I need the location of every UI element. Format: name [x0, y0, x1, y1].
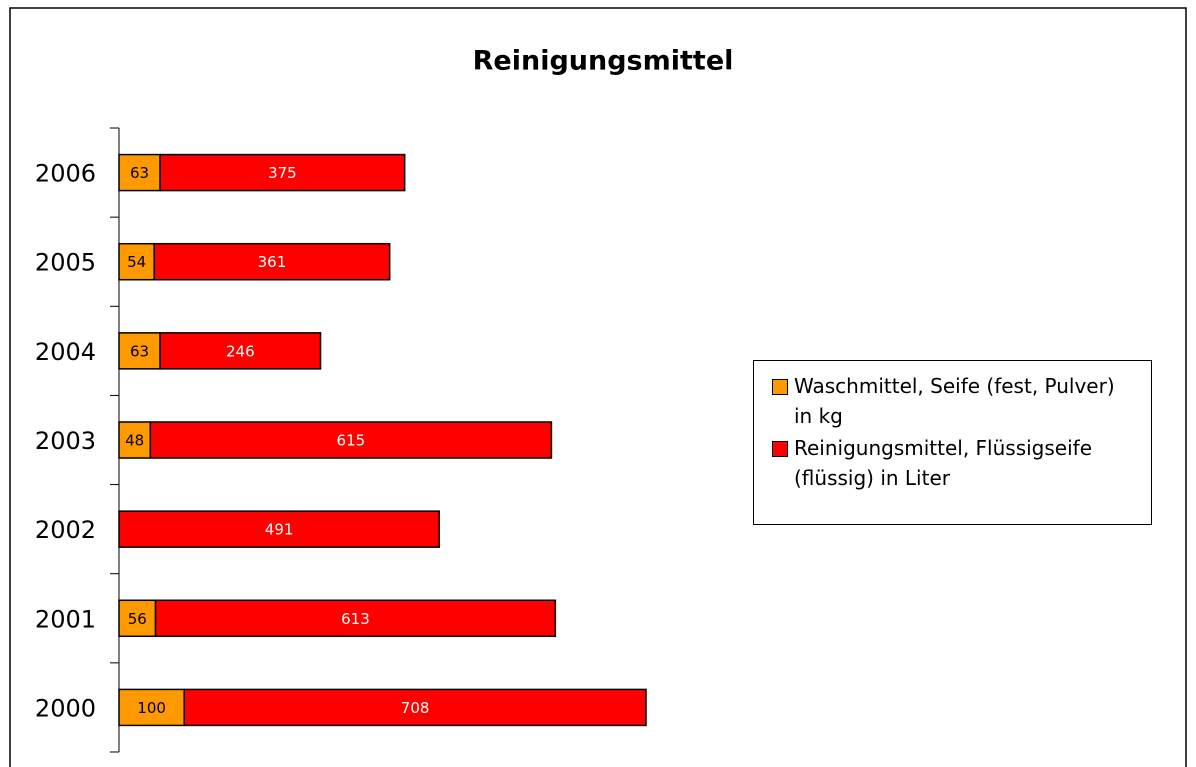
bar-segment — [153, 242, 391, 281]
bar-segment — [159, 332, 322, 370]
data-label: 375 — [268, 164, 297, 182]
legend-swatch — [772, 441, 788, 457]
y-tick-label: 2005 — [35, 249, 96, 277]
bar-segment — [183, 688, 647, 727]
y-tick-label: 2002 — [35, 516, 96, 544]
data-label: 100 — [137, 699, 166, 717]
y-tick-label: 2003 — [35, 427, 96, 455]
data-label: 48 — [125, 432, 144, 450]
bar-segment — [159, 153, 406, 192]
data-label: 613 — [341, 610, 370, 628]
bar-segment — [118, 599, 157, 638]
data-label: 491 — [265, 521, 294, 539]
data-label: 63 — [130, 342, 149, 360]
chart-title: Reinigungsmittel — [473, 46, 734, 77]
y-tick-label: 2000 — [35, 694, 96, 722]
bar-segment — [118, 332, 161, 370]
data-label: 361 — [258, 253, 287, 271]
legend-label: Reinigungsmittel, Flüssigseife (flüssig)… — [794, 436, 1093, 490]
legend-swatch — [772, 379, 788, 395]
data-label: 63 — [130, 164, 149, 182]
data-label: 615 — [337, 432, 366, 450]
bar-segment — [118, 688, 185, 727]
y-tick-label: 2001 — [35, 605, 96, 633]
bar-segment — [118, 510, 440, 548]
legend-label: Waschmittel, Seife (fest, Pulver) in kg — [794, 374, 1115, 428]
data-label: 54 — [127, 253, 146, 271]
legend-entry: Reinigungsmittel, Flüssigseife (flüssig)… — [766, 433, 1139, 493]
bar-segment — [118, 242, 155, 281]
bar-segment — [118, 421, 152, 459]
data-label: 708 — [401, 699, 430, 717]
y-tick-label: 2006 — [35, 160, 96, 188]
bar-segment — [154, 599, 557, 638]
y-tick-label: 2004 — [35, 338, 96, 366]
data-label: 56 — [128, 610, 147, 628]
legend-entry: Waschmittel, Seife (fest, Pulver) in kg — [766, 371, 1139, 431]
legend: Waschmittel, Seife (fest, Pulver) in kg R… — [753, 360, 1152, 525]
bar-segment — [149, 421, 553, 459]
data-label: 246 — [226, 342, 255, 360]
